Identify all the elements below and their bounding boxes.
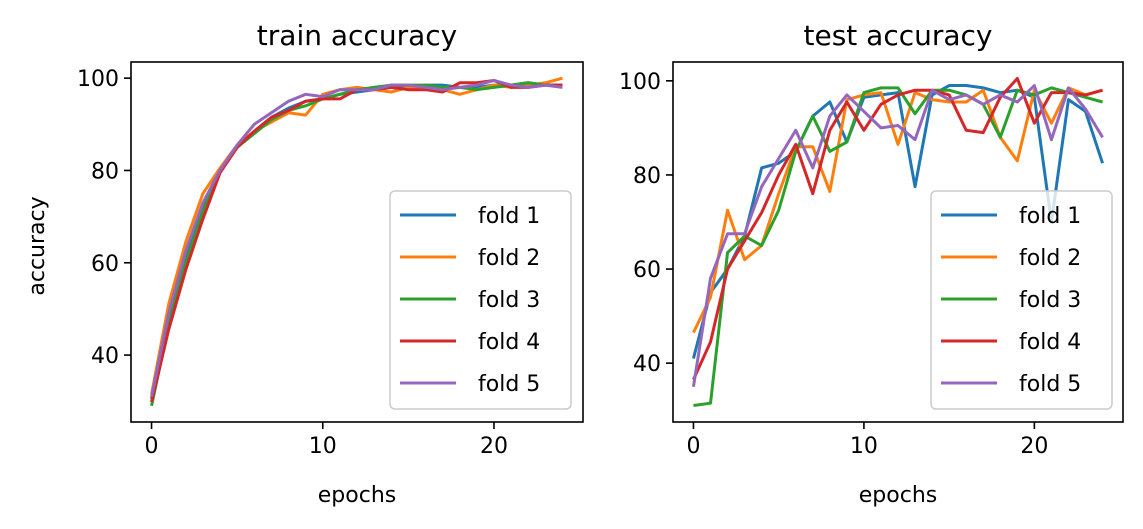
test-legend-label: fold 2 [1019, 246, 1081, 271]
test-legend-label: fold 5 [1019, 372, 1081, 397]
train-legend-box [389, 190, 572, 410]
test-x-tick-label: 0 [686, 434, 700, 459]
train-legend: fold 1 fold 2 fold 3 fold 4 fold 5 [389, 190, 572, 410]
test-legend-label: fold 3 [1019, 288, 1081, 313]
train-legend-label: fold 2 [478, 246, 540, 271]
train-x-tick-label: 10 [309, 434, 337, 459]
test-chart-title: test accuracy [804, 19, 993, 52]
test-x-tick-label: 20 [1020, 434, 1048, 459]
train-series-line-fold-5 [150, 78, 563, 397]
test-y-tick-label: 100 [619, 70, 661, 95]
test-series-line-fold-1 [691, 84, 1104, 359]
train-y-axis-label: accuracy [25, 196, 50, 295]
train-x-tick-label: 0 [145, 434, 159, 459]
test-y-tick-label: 40 [633, 352, 661, 377]
test-series-line-fold-3 [693, 86, 1103, 408]
train-y-tick-label: 40 [91, 344, 119, 369]
test-legend: fold 1 fold 2 fold 3 fold 4 fold 5 [930, 190, 1113, 410]
test-series-lines [691, 76, 1104, 408]
test-y-tick-label: 80 [633, 164, 661, 189]
train-legend-label: fold 1 [478, 204, 540, 229]
test-y-tick-label: 60 [633, 258, 661, 283]
train-axis-ticks: 0 10 20 40 60 80 100 [77, 67, 508, 459]
train-y-tick-label: 80 [91, 159, 119, 184]
train-chart-title: train accuracy [257, 19, 457, 52]
test-x-axis-label: epochs [859, 483, 937, 508]
test-legend-box [930, 190, 1113, 410]
test-legend-label: fold 4 [1019, 330, 1081, 355]
train-y-tick-label: 100 [77, 67, 119, 92]
test-series-line-fold-4 [692, 76, 1103, 381]
train-accuracy-panel: train accuracy epochs accuracy 0 10 20 40 60… [25, 19, 584, 508]
train-legend-label: fold 5 [478, 372, 540, 397]
test-series-line-fold-5 [691, 84, 1104, 387]
train-x-tick-label: 20 [480, 434, 508, 459]
test-axis-ticks: 0 10 20 40 60 80 100 [619, 70, 1048, 459]
train-x-axis-label: epochs [318, 483, 396, 508]
train-legend-label: fold 4 [478, 330, 540, 355]
test-legend-label: fold 1 [1019, 204, 1081, 229]
test-x-tick-label: 10 [850, 434, 878, 459]
train-legend-label: fold 3 [478, 288, 540, 313]
train-plot-frame [130, 61, 584, 423]
train-y-tick-label: 60 [91, 252, 119, 277]
test-plot-frame [672, 61, 1124, 423]
test-accuracy-panel: test accuracy epochs 0 10 20 40 60 80 100 fold… [619, 19, 1124, 508]
train-series-lines [150, 76, 563, 407]
